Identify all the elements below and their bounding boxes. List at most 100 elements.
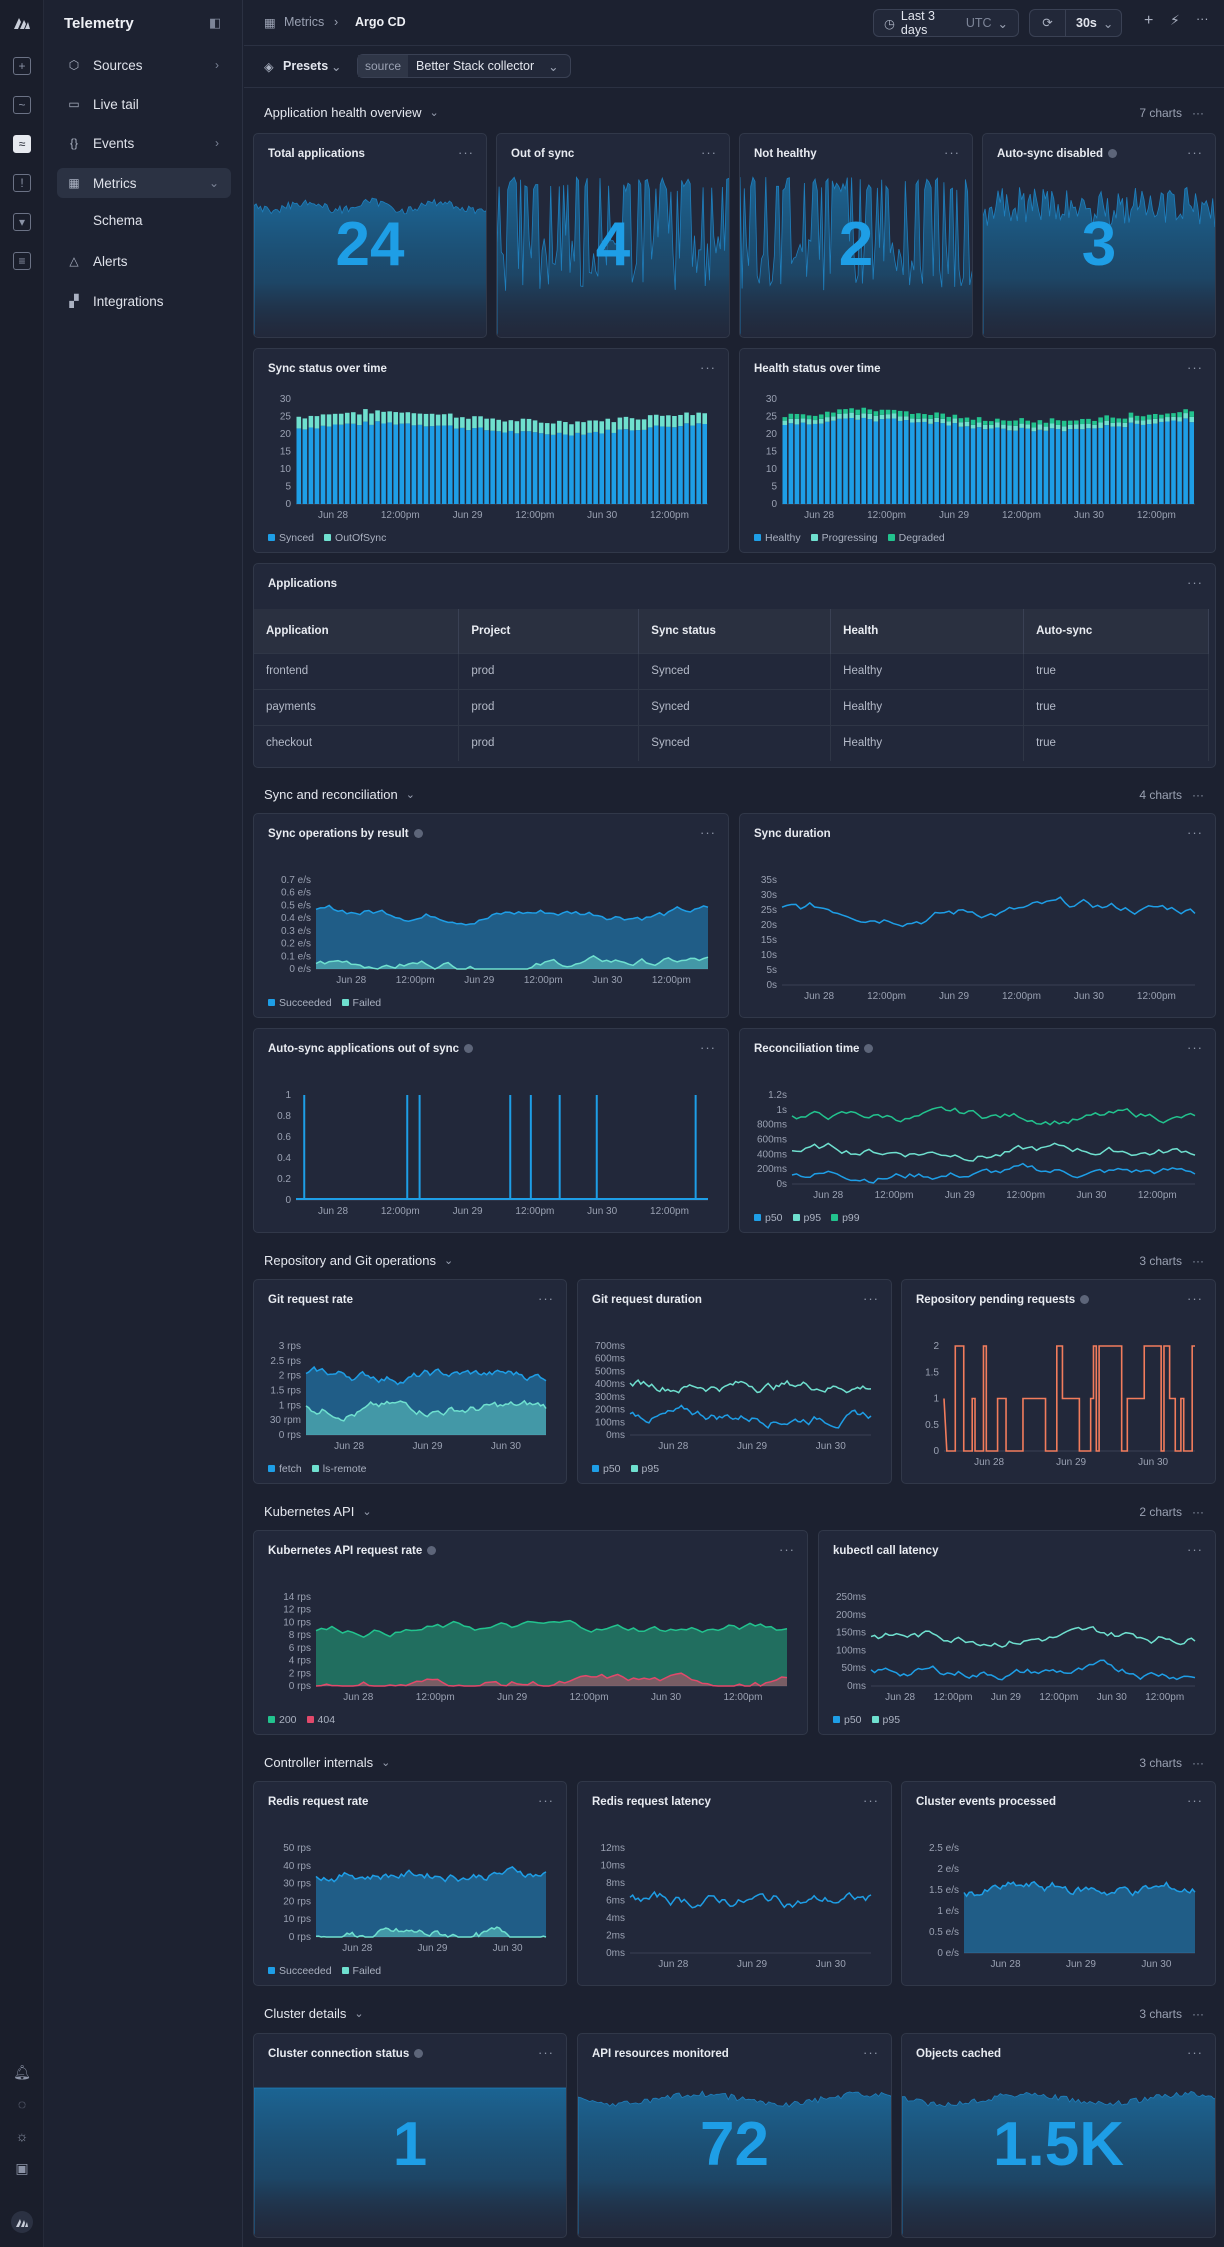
legend-item[interactable]: Succeeded: [268, 1965, 332, 1977]
section-header[interactable]: Application health overview ⌄: [264, 102, 439, 122]
info-icon[interactable]: [427, 1546, 437, 1555]
column-header[interactable]: Sync status: [638, 609, 832, 653]
column-header[interactable]: Application: [254, 609, 460, 653]
timerange-picker[interactable]: ◷ Last 3 days UTC ⌄: [873, 9, 1019, 37]
more-icon[interactable]: ···: [1187, 825, 1203, 840]
sidebar-item-schema[interactable]: Schema: [57, 207, 231, 233]
more-icon[interactable]: ···: [538, 2045, 554, 2060]
info-icon[interactable]: [414, 2049, 424, 2058]
user-avatar[interactable]: [11, 2211, 33, 2233]
more-icon[interactable]: ···: [1196, 12, 1209, 26]
chevron-right-icon[interactable]: ›: [215, 136, 219, 150]
more-icon[interactable]: ···: [1187, 1542, 1203, 1557]
more-icon[interactable]: ···: [1187, 2045, 1203, 2060]
sidebar-item-alerts[interactable]: △ Alerts: [57, 246, 231, 276]
source-filter[interactable]: source Better Stack collector ⌄: [357, 54, 571, 78]
legend-item[interactable]: 200: [268, 1714, 297, 1726]
legend-item[interactable]: p95: [630, 1463, 659, 1475]
chevron-down-icon[interactable]: ⌄: [208, 176, 219, 190]
table-row[interactable]: checkout prod Synced Healthy true: [254, 724, 1209, 761]
sliders-icon[interactable]: ≡: [13, 252, 31, 270]
chat-icon[interactable]: ◌: [17, 2096, 27, 2112]
info-icon[interactable]: [864, 1044, 874, 1053]
legend-item[interactable]: Degraded: [887, 532, 945, 544]
legend-item[interactable]: Failed: [341, 1965, 381, 1977]
section-header[interactable]: Sync and reconciliation ⌄: [264, 784, 415, 804]
section-header[interactable]: Cluster details ⌄: [264, 2003, 364, 2023]
column-header[interactable]: Project: [458, 609, 640, 653]
legend-item[interactable]: 404: [306, 1714, 335, 1726]
sun-icon[interactable]: ☼: [15, 2128, 29, 2144]
apps-icon[interactable]: ▣: [15, 2159, 29, 2176]
sidebar-item-events[interactable]: {} Events ›: [57, 128, 231, 158]
refresh-interval[interactable]: 30s: [1076, 16, 1097, 30]
table-row[interactable]: frontend prod Synced Healthy true: [254, 652, 1209, 689]
info-icon[interactable]: [413, 829, 423, 838]
dashboard-icon[interactable]: ▾: [13, 213, 31, 231]
more-icon[interactable]: ···: [1192, 1756, 1204, 1770]
sidebar-collapse-icon[interactable]: ◧: [209, 15, 222, 30]
bell-icon[interactable]: 🔔︎: [13, 2063, 31, 2080]
legend-item[interactable]: p50: [833, 1714, 862, 1726]
more-icon[interactable]: ···: [1192, 1505, 1204, 1519]
more-icon[interactable]: ···: [944, 145, 960, 160]
legend-item[interactable]: Progressing: [810, 532, 878, 544]
plus-square-icon[interactable]: +: [13, 57, 31, 75]
info-icon[interactable]: [464, 1044, 474, 1053]
more-icon[interactable]: ···: [863, 2045, 879, 2060]
legend-item[interactable]: fetch: [268, 1463, 302, 1475]
incident-icon[interactable]: !: [13, 174, 31, 192]
legend-item[interactable]: Healthy: [754, 532, 801, 544]
sidebar-item-metrics[interactable]: ▦ Metrics ⌄: [57, 168, 231, 198]
legend-item[interactable]: p99: [831, 1212, 860, 1224]
more-icon[interactable]: ···: [1192, 106, 1204, 120]
activity-icon[interactable]: ~: [13, 96, 31, 114]
presets-button[interactable]: Presets: [283, 59, 329, 73]
more-icon[interactable]: ···: [700, 825, 716, 840]
sidebar-item-live-tail[interactable]: ▭ Live tail: [57, 89, 231, 119]
more-icon[interactable]: ···: [1192, 788, 1204, 802]
refresh-icon[interactable]: ⟳: [1030, 10, 1066, 36]
chevron-right-icon[interactable]: ›: [215, 58, 219, 72]
sidebar-item-integrations[interactable]: ▞ Integrations: [57, 286, 231, 316]
more-icon[interactable]: ···: [700, 1040, 716, 1055]
lightning-icon[interactable]: ⚡︎: [1170, 12, 1180, 28]
legend-item[interactable]: p95: [792, 1212, 821, 1224]
more-icon[interactable]: ···: [863, 1793, 879, 1808]
info-icon[interactable]: [1108, 149, 1118, 158]
more-icon[interactable]: ···: [779, 1542, 795, 1557]
section-header[interactable]: Controller internals ⌄: [264, 1752, 390, 1772]
sidebar-item-sources[interactable]: ⬡ Sources ›: [57, 50, 231, 80]
section-header[interactable]: Repository and Git operations ⌄: [264, 1250, 453, 1270]
add-icon[interactable]: +: [1144, 12, 1154, 29]
section-header[interactable]: Kubernetes API ⌄: [264, 1501, 372, 1521]
legend-item[interactable]: Synced: [268, 532, 314, 544]
more-icon[interactable]: ···: [538, 1291, 554, 1306]
legend-item[interactable]: Failed: [341, 997, 381, 1009]
more-icon[interactable]: ···: [863, 1291, 879, 1306]
legend-item[interactable]: p95: [871, 1714, 900, 1726]
more-icon[interactable]: ···: [1187, 575, 1203, 590]
more-icon[interactable]: ···: [1187, 145, 1203, 160]
more-icon[interactable]: ···: [1192, 2007, 1204, 2021]
more-icon[interactable]: ···: [701, 145, 717, 160]
legend-item[interactable]: Succeeded: [268, 997, 332, 1009]
legend-item[interactable]: p50: [592, 1463, 621, 1475]
legend-item[interactable]: ls-remote: [311, 1463, 367, 1475]
more-icon[interactable]: ···: [1187, 1291, 1203, 1306]
more-icon[interactable]: ···: [1187, 360, 1203, 375]
info-icon[interactable]: [1080, 1295, 1090, 1304]
more-icon[interactable]: ···: [538, 1793, 554, 1808]
refresh-control[interactable]: ⟳ 30s ⌄: [1029, 9, 1122, 37]
legend-item[interactable]: OutOfSync: [324, 532, 386, 544]
more-icon[interactable]: ···: [1187, 1040, 1203, 1055]
more-icon[interactable]: ···: [458, 145, 474, 160]
legend-item[interactable]: p50: [754, 1212, 783, 1224]
column-header[interactable]: Auto-sync: [1023, 609, 1209, 653]
more-icon[interactable]: ···: [1187, 1793, 1203, 1808]
table-row[interactable]: payments prod Synced Healthy true: [254, 688, 1209, 725]
telemetry-icon[interactable]: ≈: [13, 135, 31, 153]
breadcrumb-root[interactable]: Metrics: [284, 15, 325, 29]
more-icon[interactable]: ···: [1192, 1254, 1204, 1268]
more-icon[interactable]: ···: [700, 360, 716, 375]
